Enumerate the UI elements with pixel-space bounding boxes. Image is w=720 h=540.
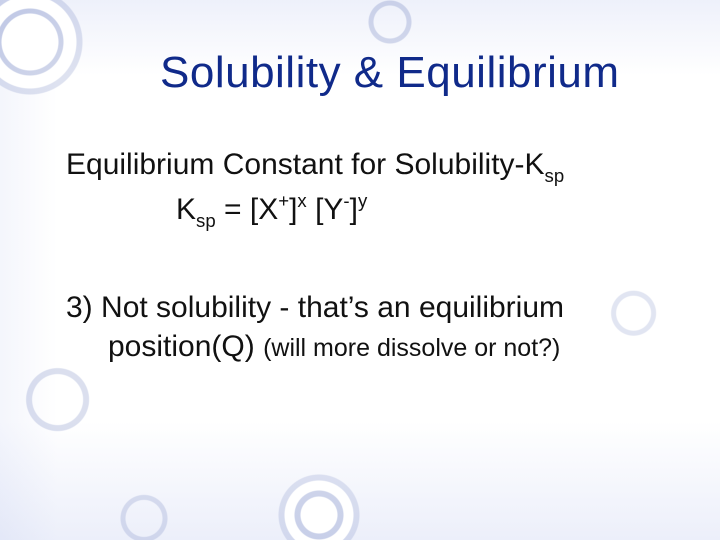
eq-t2-charge: - — [343, 190, 349, 211]
eq-t2-close: ] — [350, 193, 358, 226]
equation-line: Ksp = [X+]x [Y-]y — [176, 190, 680, 231]
bullet-text-line1: Not solubility - that’s an equilibrium — [93, 291, 564, 324]
bullet-text-line2: position(Q) (will more dissolve or not?) — [108, 328, 680, 366]
slide: Solubility & Equilibrium Equilibrium Con… — [0, 0, 720, 540]
subheading-subscript: sp — [545, 165, 565, 186]
slide-body: Equilibrium Constant for Solubility-Ksp … — [66, 146, 680, 366]
eq-t1-exp: x — [297, 190, 306, 211]
bullet-text-line2-lead: position(Q) — [108, 330, 263, 363]
subheading-line: Equilibrium Constant for Solubility-Ksp — [66, 146, 680, 186]
eq-lhs-base: K — [176, 193, 196, 226]
eq-equals: = — [216, 193, 250, 226]
subheading-text: Equilibrium Constant for Solubility-K — [66, 148, 545, 181]
eq-t2-open: [Y — [315, 193, 343, 226]
bullet-point-3: 3) Not solubility - that’s an equilibriu… — [66, 289, 680, 366]
eq-t1-open: [X — [250, 193, 278, 226]
bullet-parenthetical: (will more dissolve or not?) — [263, 334, 560, 362]
eq-t2-exp: y — [358, 190, 367, 211]
eq-space — [307, 193, 315, 226]
slide-title: Solubility & Equilibrium — [160, 48, 620, 98]
bullet-number: 3) — [66, 291, 93, 324]
eq-t1-charge: + — [278, 190, 289, 211]
eq-lhs-sub: sp — [196, 210, 216, 231]
